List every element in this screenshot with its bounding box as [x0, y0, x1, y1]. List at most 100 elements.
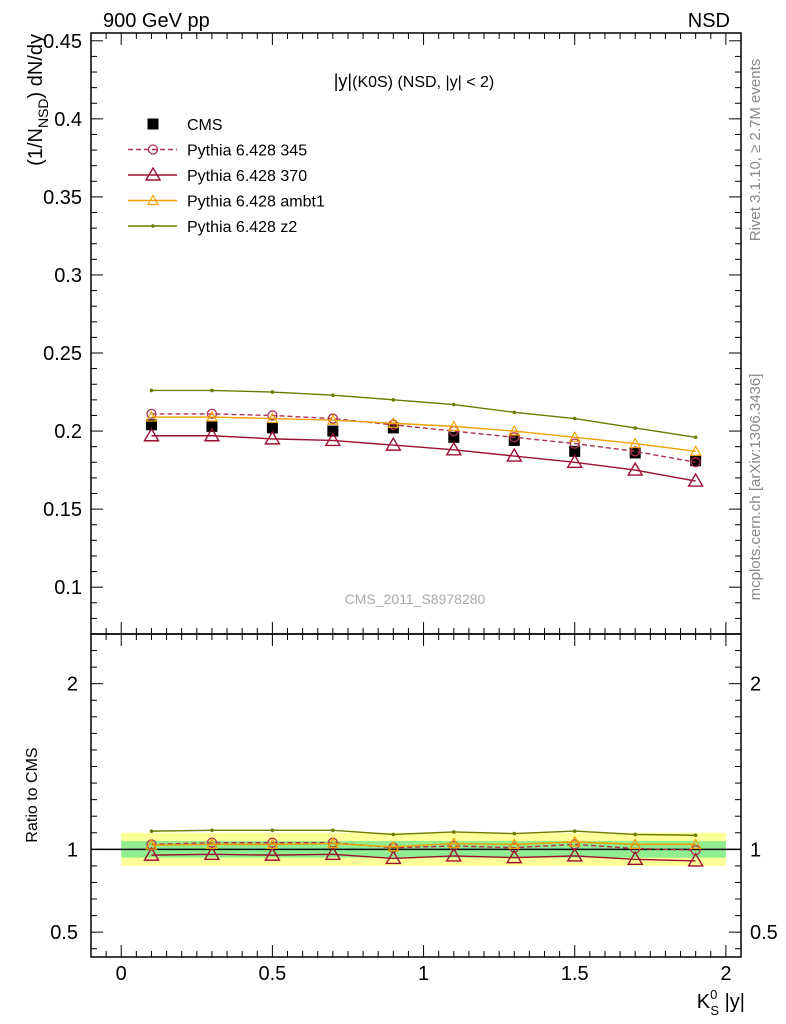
ratio-point-z2	[331, 828, 335, 833]
point-p345	[569, 438, 580, 449]
point-p345	[388, 419, 399, 430]
legend-label-p345: Pythia 6.428 345	[187, 143, 307, 160]
main-y-tick-label: 0.15	[43, 499, 82, 521]
legend-marker-p345	[147, 144, 159, 155]
analysis-watermark: CMS_2011_S8978280	[345, 591, 486, 607]
ratio-point-ambt1	[326, 837, 339, 849]
ratio-y-tick-label: 1	[67, 839, 78, 861]
point-z2	[633, 426, 637, 430]
point-cms	[569, 445, 581, 457]
point-p370	[385, 436, 402, 451]
legend-marker-ambt1	[146, 194, 160, 206]
main-y-tick-label: 0.1	[54, 577, 82, 599]
point-ambt1	[145, 410, 158, 422]
point-p370	[687, 472, 704, 487]
ratio-point-z2	[572, 829, 577, 833]
point-ambt1	[629, 437, 642, 449]
ratio-point-p370	[626, 850, 644, 865]
ratio-line-p345	[151, 842, 696, 851]
point-cms	[266, 422, 278, 434]
point-p370	[203, 427, 221, 442]
ratio-point-p370	[687, 852, 704, 867]
point-ambt1	[447, 420, 460, 431]
point-cms	[145, 419, 157, 431]
main-y-tick-label: 0.25	[43, 343, 82, 365]
point-p370	[626, 461, 644, 476]
legend-label-ambt1: Pythia 6.428 ambt1	[187, 194, 325, 211]
ylabel-sub: NSD	[35, 98, 51, 128]
legend-label-p370: Pythia 6.428 370	[187, 168, 307, 185]
legend-marker-p370	[144, 166, 162, 181]
point-cms	[508, 434, 520, 446]
point-p370	[264, 430, 281, 445]
legend: CMS Pythia 6.428 345 Pythia 6.428 370 Pythi…	[128, 117, 325, 236]
point-ambt1	[266, 412, 279, 424]
ratio-bands	[91, 832, 741, 866]
rivet-label: Rivet 3.1.10, ≥ 2.7M events	[747, 59, 764, 242]
main-y-tick-label: 0.45	[43, 31, 82, 53]
legend-label-cms: CMS	[187, 117, 223, 134]
ratio-point-z2	[210, 828, 214, 833]
main-y-tick-label: 0.35	[43, 187, 82, 209]
series-line-p370	[151, 435, 696, 482]
point-p370	[445, 441, 463, 456]
ratio-point-z2	[451, 830, 456, 834]
ratio-line-z2	[151, 829, 696, 836]
ratio-point-z2	[693, 833, 698, 838]
point-p370	[143, 427, 160, 442]
ratio-point-z2	[391, 832, 396, 837]
main-y-axis-label: (1/NNSD) dN/dy	[25, 34, 51, 166]
ratio-y-tick-label: 2	[67, 674, 78, 696]
main-y-tick-label: 0.4	[54, 109, 82, 131]
x-tick-label: 1	[418, 963, 429, 985]
point-z2	[210, 388, 214, 393]
point-cms	[387, 422, 399, 434]
ratio-point-p370	[264, 846, 281, 861]
x-tick-label: 1.5	[561, 963, 589, 985]
header-left: 900 GeV pp	[103, 10, 210, 32]
ratio-panel-frame	[90, 633, 742, 958]
point-p345	[690, 457, 701, 468]
ratio-line-ambt1	[151, 841, 696, 848]
xlabel-sub: S	[710, 1003, 719, 1018]
point-p345	[146, 408, 157, 420]
ratio-y-tick-label-right: 0.5	[750, 922, 778, 944]
ratio-y-tick-label-right: 1	[750, 839, 761, 861]
ratio-point-p370	[324, 845, 342, 861]
legend-label-z2: Pythia 6.428 z2	[187, 219, 297, 236]
point-z2	[693, 435, 698, 440]
ratio-point-z2	[633, 832, 637, 837]
xlabel-base: K	[697, 991, 711, 1013]
legend-marker-cms	[147, 118, 159, 130]
legend-marker-z2	[151, 224, 155, 228]
point-z2	[331, 393, 335, 397]
point-ambt1	[326, 413, 339, 425]
main-y-tick-label: 0.3	[54, 265, 82, 287]
mcplots-label: mcplots.cern.ch [arXiv:1306.3436]	[747, 374, 764, 601]
point-z2	[572, 416, 577, 421]
main-y-tick-label: 0.2	[54, 421, 82, 443]
ratio-point-ambt1	[205, 838, 218, 849]
x-tick-label: 0.5	[258, 963, 286, 985]
point-cms	[206, 420, 218, 432]
ratio-point-ambt1	[689, 838, 702, 849]
ratio-line-p370	[151, 853, 696, 862]
header-right: NSD	[688, 10, 730, 32]
ratio-y-tick-label-right: 2	[750, 674, 761, 696]
ratio-point-p370	[143, 846, 160, 861]
main-title-var: |y|	[334, 71, 352, 91]
point-p345	[630, 446, 641, 457]
point-ambt1	[387, 417, 400, 428]
point-p345	[267, 410, 278, 421]
point-z2	[149, 388, 154, 393]
point-cms	[629, 447, 641, 459]
ratio-point-p370	[385, 850, 402, 865]
point-p345	[509, 432, 520, 443]
point-p370	[324, 432, 342, 447]
point-ambt1	[568, 431, 581, 442]
ratio-point-ambt1	[266, 838, 279, 849]
ylabel-post: ) dN/dy	[25, 34, 47, 98]
series-line-ambt1	[151, 416, 696, 453]
point-p370	[506, 447, 523, 462]
main-title: |y|(K0S) (NSD, |y| < 2)	[334, 71, 494, 91]
